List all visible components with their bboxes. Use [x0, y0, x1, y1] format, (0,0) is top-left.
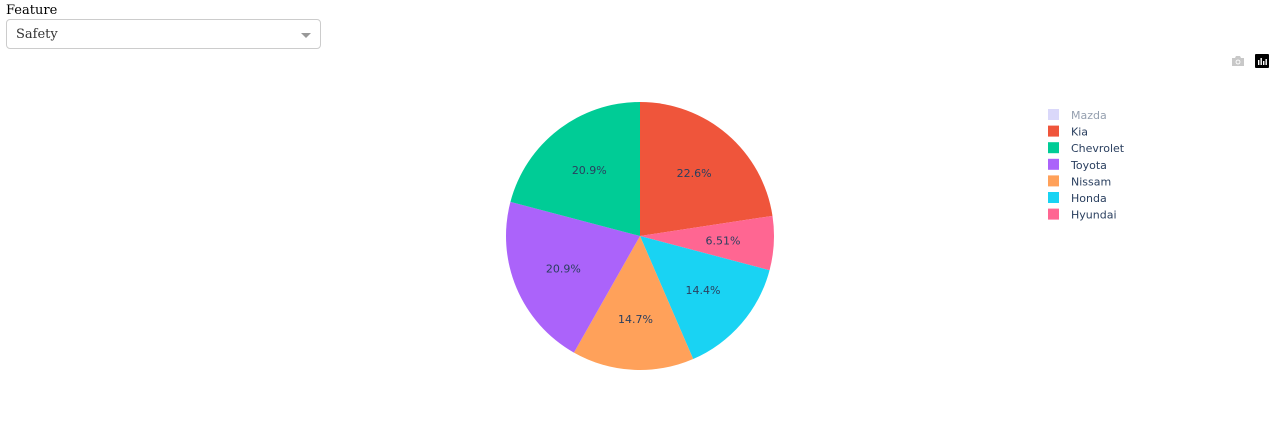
slice-label-kia: 22.6%	[677, 167, 712, 180]
pie-slice-hyundai[interactable]	[640, 215, 775, 271]
feature-dropdown-value: Safety	[16, 27, 58, 42]
legend[interactable]: Mazda Kia Chevrolet Toyota Nissam Honda Hyunda…	[1048, 109, 1125, 222]
legend-swatch	[1048, 125, 1059, 137]
pie-slice-nissam[interactable]	[573, 236, 694, 371]
slice-label-nissam: 14.7%	[618, 313, 653, 326]
legend-label: Toyota	[1070, 159, 1107, 172]
pie-slices	[506, 102, 775, 371]
slice-label-honda: 14.4%	[686, 284, 721, 297]
chevron-down-icon	[301, 33, 311, 38]
legend-item-hyundai[interactable]: Hyundai	[1048, 208, 1117, 222]
pie-slice-labels: 22.6% 6.51% 14.4% 14.7% 20.9% 20.9%	[546, 164, 741, 326]
legend-item-honda[interactable]: Honda	[1048, 192, 1107, 205]
legend-item-toyota[interactable]: Toyota	[1048, 158, 1107, 172]
legend-label: Mazda	[1071, 109, 1107, 122]
camera-icon[interactable]	[1230, 53, 1246, 69]
slice-label-chevrolet: 20.9%	[572, 164, 607, 177]
slice-label-hyundai: 6.51%	[706, 234, 741, 247]
pie-slice-chevrolet[interactable]	[510, 102, 640, 236]
legend-label: Honda	[1071, 192, 1107, 205]
legend-label: Hyundai	[1071, 209, 1117, 222]
legend-swatch	[1048, 192, 1059, 203]
modebar	[1230, 53, 1270, 69]
legend-swatch	[1048, 158, 1059, 170]
plotly-logo-icon[interactable]	[1254, 53, 1270, 69]
legend-swatch	[1048, 109, 1059, 120]
pie-slice-honda[interactable]	[640, 236, 770, 359]
legend-item-nissam[interactable]: Nissam	[1048, 175, 1111, 188]
slice-label-toyota: 20.9%	[546, 262, 581, 275]
feature-label: Feature	[6, 3, 58, 18]
legend-item-mazda[interactable]: Mazda	[1048, 109, 1107, 122]
pie-slice-kia[interactable]	[640, 102, 773, 236]
legend-label: Nissam	[1071, 175, 1111, 188]
pie-slice-toyota[interactable]	[506, 201, 640, 353]
legend-swatch	[1048, 175, 1059, 187]
legend-item-chevrolet[interactable]: Chevrolet	[1048, 142, 1125, 155]
legend-label: Kia	[1071, 126, 1088, 139]
feature-dropdown[interactable]: Safety	[6, 19, 321, 49]
legend-label: Chevrolet	[1071, 142, 1125, 155]
legend-item-kia[interactable]: Kia	[1048, 125, 1088, 139]
legend-swatch	[1048, 142, 1059, 154]
legend-swatch	[1048, 208, 1059, 220]
